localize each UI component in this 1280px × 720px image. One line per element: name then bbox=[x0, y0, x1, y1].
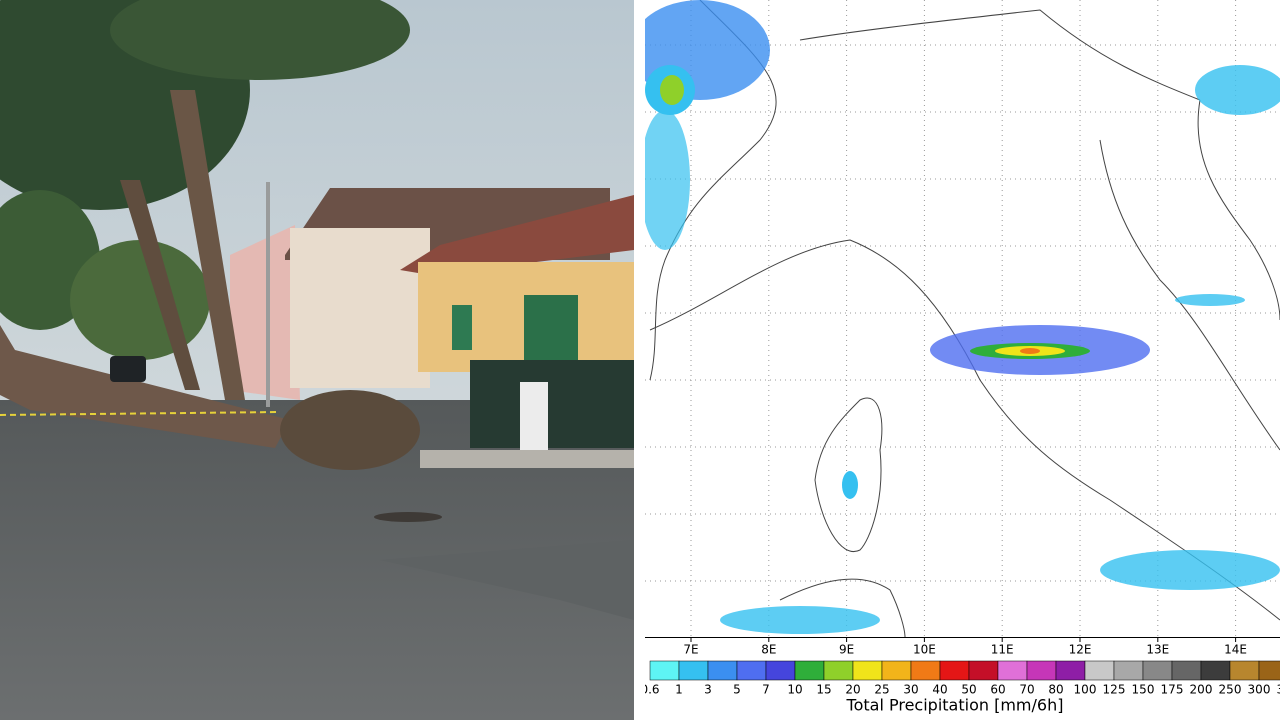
roof-red bbox=[400, 195, 634, 275]
legend-label: 200 bbox=[1190, 683, 1213, 697]
manhole bbox=[374, 512, 442, 522]
legend-label: 250 bbox=[1219, 683, 1242, 697]
corsica bbox=[814, 397, 883, 553]
legend-swatch bbox=[968, 660, 999, 681]
shutters bbox=[524, 295, 578, 361]
rain-area bbox=[660, 75, 684, 105]
legend-title: Total Precipitation [mm/6h] bbox=[846, 696, 1064, 715]
longitude-labels: 7E 8E 9E 10E 11E 12E 13E 14E bbox=[683, 637, 1247, 657]
longitude-label: 9E bbox=[839, 643, 854, 657]
longitude-label: 12E bbox=[1069, 643, 1092, 657]
legend-label: 20 bbox=[845, 683, 860, 697]
legend-label: 70 bbox=[1019, 683, 1034, 697]
border-alps bbox=[799, 9, 1201, 101]
rain-area bbox=[1195, 65, 1280, 115]
legend-label: 15 bbox=[816, 683, 831, 697]
legend-swatch bbox=[678, 660, 709, 681]
map: 7E 8E 9E 10E 11E 12E 13E 14E 0.6 1 3 5 7 10 15 20 25 30 4… bbox=[640, 0, 1280, 715]
legend-swatch bbox=[997, 660, 1028, 681]
legend-swatch bbox=[765, 660, 796, 681]
window bbox=[452, 305, 472, 350]
legend-swatch bbox=[1113, 660, 1144, 681]
color-legend: 0.6 1 3 5 7 10 15 20 25 30 40 50 60 70 80 100 125 150 175 2… bbox=[640, 660, 1280, 697]
legend-swatch bbox=[1171, 660, 1202, 681]
legend-swatch bbox=[707, 660, 738, 681]
tree-trunk bbox=[170, 90, 245, 400]
precipitation bbox=[645, 0, 1280, 634]
legend-swatch bbox=[1084, 660, 1115, 681]
sidewalk bbox=[420, 450, 634, 468]
legend-swatch bbox=[939, 660, 970, 681]
legend-label: 150 bbox=[1132, 683, 1155, 697]
legend-label: 3 bbox=[704, 683, 712, 697]
legend-label: 350 bbox=[1277, 683, 1280, 697]
legend-label: 80 bbox=[1048, 683, 1063, 697]
legend-swatch bbox=[881, 660, 912, 681]
legend-label: 5 bbox=[733, 683, 741, 697]
legend-label: 300 bbox=[1248, 683, 1271, 697]
rain-area bbox=[645, 110, 690, 250]
gate-pillar bbox=[520, 382, 548, 452]
legend-swatch bbox=[1258, 660, 1280, 681]
root-ball bbox=[280, 390, 420, 470]
legend-label: 175 bbox=[1161, 683, 1184, 697]
longitude-label: 8E bbox=[761, 643, 776, 657]
coast-tyrrhenian bbox=[649, 239, 1280, 621]
tree-trunk bbox=[120, 180, 200, 390]
coast-adriatic bbox=[1099, 139, 1280, 451]
longitude-label: 11E bbox=[991, 643, 1014, 657]
legend-swatch bbox=[1142, 660, 1173, 681]
legend-swatch bbox=[823, 660, 854, 681]
legend-label: 7 bbox=[762, 683, 770, 697]
legend-label: 10 bbox=[787, 683, 802, 697]
legend-label: 40 bbox=[932, 683, 947, 697]
tape bbox=[0, 411, 281, 416]
car bbox=[110, 356, 146, 382]
legend-label: 25 bbox=[874, 683, 889, 697]
longitude-label: 14E bbox=[1224, 643, 1247, 657]
legend-label: 100 bbox=[1074, 683, 1097, 697]
rain-area bbox=[1020, 348, 1040, 354]
fallen-trunk bbox=[0, 325, 290, 448]
legend-swatch bbox=[1055, 660, 1086, 681]
photo bbox=[0, 0, 634, 720]
lamp-post bbox=[266, 182, 270, 407]
house-white bbox=[290, 228, 430, 388]
legend-swatch bbox=[794, 660, 825, 681]
trees bbox=[70, 240, 210, 360]
rain-area bbox=[1100, 550, 1280, 590]
longitude-label: 7E bbox=[683, 643, 698, 657]
sardinia bbox=[779, 578, 906, 638]
rain-area bbox=[720, 606, 880, 634]
borders bbox=[649, 0, 1280, 638]
house-pink bbox=[230, 225, 300, 400]
rain-area bbox=[1175, 294, 1245, 306]
rain-area bbox=[842, 471, 858, 499]
legend-label: 50 bbox=[961, 683, 976, 697]
legend-label: 30 bbox=[903, 683, 918, 697]
legend-swatch bbox=[1200, 660, 1231, 681]
longitude-label: 13E bbox=[1146, 643, 1169, 657]
legend-label: 1 bbox=[675, 683, 683, 697]
legend-swatch bbox=[1026, 660, 1057, 681]
legend-swatch bbox=[1229, 660, 1260, 681]
legend-swatch bbox=[736, 660, 767, 681]
legend-swatch bbox=[852, 660, 883, 681]
tree-canopy bbox=[110, 0, 410, 80]
legend-swatch bbox=[910, 660, 941, 681]
legend-swatch bbox=[649, 660, 680, 681]
longitude-label: 10E bbox=[913, 643, 936, 657]
legend-label: 0.6 bbox=[640, 683, 659, 697]
border-slovenia bbox=[1197, 99, 1280, 321]
fence bbox=[470, 360, 634, 448]
road-patch bbox=[380, 540, 634, 620]
legend-label: 60 bbox=[990, 683, 1005, 697]
legend-label: 125 bbox=[1103, 683, 1126, 697]
map-background bbox=[645, 0, 1280, 637]
